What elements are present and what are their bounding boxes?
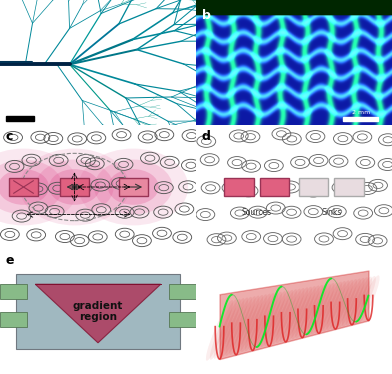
Bar xyxy=(169,312,196,327)
Ellipse shape xyxy=(264,291,289,346)
Ellipse shape xyxy=(299,285,323,338)
Ellipse shape xyxy=(249,293,274,350)
Text: f: f xyxy=(202,254,207,267)
Ellipse shape xyxy=(225,297,252,356)
Text: d: d xyxy=(202,130,211,142)
Ellipse shape xyxy=(78,148,188,226)
Ellipse shape xyxy=(338,279,361,328)
Ellipse shape xyxy=(260,291,286,347)
Bar xyxy=(334,178,364,196)
Ellipse shape xyxy=(311,283,334,335)
Ellipse shape xyxy=(20,148,129,226)
Text: 500 μm: 500 μm xyxy=(313,358,334,364)
Ellipse shape xyxy=(354,276,376,324)
Bar xyxy=(6,116,34,120)
Ellipse shape xyxy=(323,281,346,332)
Ellipse shape xyxy=(283,287,308,341)
Ellipse shape xyxy=(272,289,297,344)
Ellipse shape xyxy=(214,299,241,359)
Ellipse shape xyxy=(295,285,319,338)
Text: 2 mm: 2 mm xyxy=(352,110,370,115)
Ellipse shape xyxy=(237,295,263,353)
Ellipse shape xyxy=(303,284,327,337)
Ellipse shape xyxy=(229,296,256,355)
Bar xyxy=(118,178,148,196)
Bar xyxy=(224,178,254,196)
Bar xyxy=(60,178,89,196)
Text: a: a xyxy=(8,9,16,22)
Bar xyxy=(0,284,27,299)
Text: 25 μm: 25 μm xyxy=(11,110,29,115)
Ellipse shape xyxy=(206,300,233,361)
Ellipse shape xyxy=(241,294,267,352)
Ellipse shape xyxy=(0,148,78,226)
Ellipse shape xyxy=(218,298,245,358)
Ellipse shape xyxy=(35,160,114,214)
Ellipse shape xyxy=(94,160,172,214)
Ellipse shape xyxy=(358,275,379,323)
Ellipse shape xyxy=(0,160,63,214)
Ellipse shape xyxy=(252,292,278,349)
Bar xyxy=(9,178,38,196)
Bar xyxy=(169,284,196,299)
Text: gradient
region: gradient region xyxy=(73,301,123,322)
Polygon shape xyxy=(35,284,161,343)
Ellipse shape xyxy=(49,169,100,205)
Bar xyxy=(343,117,378,121)
Ellipse shape xyxy=(256,292,282,348)
Ellipse shape xyxy=(268,290,293,345)
Ellipse shape xyxy=(245,294,271,351)
Text: e: e xyxy=(6,254,15,267)
Ellipse shape xyxy=(315,282,338,334)
Text: c: c xyxy=(6,130,13,142)
Ellipse shape xyxy=(326,280,350,331)
Text: Sinks: Sinks xyxy=(321,208,341,217)
Ellipse shape xyxy=(0,169,49,205)
Ellipse shape xyxy=(291,286,316,340)
Text: Sources: Sources xyxy=(242,208,272,217)
Bar xyxy=(16,274,180,349)
Ellipse shape xyxy=(319,282,342,333)
Ellipse shape xyxy=(346,277,368,326)
Ellipse shape xyxy=(342,278,365,327)
Text: b: b xyxy=(202,9,211,22)
Bar xyxy=(299,178,328,196)
Ellipse shape xyxy=(221,297,248,357)
Bar xyxy=(304,365,343,368)
Ellipse shape xyxy=(350,277,372,325)
Ellipse shape xyxy=(233,295,260,354)
Bar xyxy=(0,312,27,327)
Ellipse shape xyxy=(280,288,305,342)
Ellipse shape xyxy=(276,289,301,343)
Ellipse shape xyxy=(307,283,331,335)
Ellipse shape xyxy=(334,279,357,329)
Ellipse shape xyxy=(210,299,237,360)
Ellipse shape xyxy=(287,287,312,340)
Ellipse shape xyxy=(108,169,159,205)
Bar xyxy=(260,178,289,196)
Ellipse shape xyxy=(330,280,353,330)
